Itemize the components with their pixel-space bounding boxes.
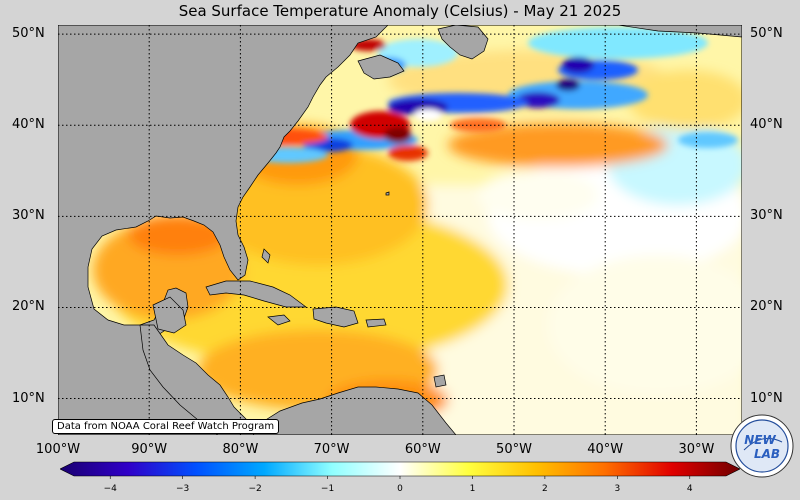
latitude-tick-label-right: 30°N — [750, 208, 783, 224]
puerto-rico — [365, 318, 387, 328]
latitude-tick-label-left: 30°N — [12, 208, 45, 224]
colorbar-tick-label: −2 — [248, 484, 262, 494]
latitude-tick-label-right: 10°N — [750, 390, 783, 406]
anomaly-cold-band — [238, 27, 738, 163]
latitude-tick-label-left: 40°N — [12, 117, 45, 133]
bahamas — [261, 248, 271, 264]
logo-text-bottom: LAB — [754, 447, 780, 461]
bermuda — [385, 191, 390, 196]
longitude-tick-label: 30°W — [678, 442, 715, 457]
yucatan — [152, 296, 187, 334]
central-america — [139, 324, 264, 435]
newlab-logo: NEW LAB — [730, 414, 794, 478]
longitude-tick-label: 80°W — [222, 442, 259, 457]
colorbar-gradient — [60, 461, 740, 477]
newfoundland — [437, 25, 489, 60]
longitude-tick-label: 60°W — [404, 442, 441, 457]
latitude-tick-label-right: 20°N — [750, 299, 783, 315]
longitude-tick-label: 100°W — [35, 442, 81, 457]
graticule — [58, 25, 742, 435]
map-title: Sea Surface Temperature Anomaly (Celsius… — [178, 2, 622, 20]
latitude-tick-label-left: 10°N — [12, 390, 45, 406]
longitude-tick-label: 40°W — [587, 442, 624, 457]
longitude-tick-label: 50°W — [496, 442, 532, 457]
colorbar-tick-label: 1 — [469, 484, 476, 494]
south-america — [252, 386, 457, 435]
colorbar-tick-label: 0 — [397, 484, 403, 494]
latitude-tick-label-left: 20°N — [12, 299, 45, 315]
latitude-tick-label-left: 50°N — [12, 26, 45, 42]
trinidad — [433, 374, 447, 388]
cuba — [205, 280, 308, 308]
colorbar-tick-label: −4 — [103, 484, 117, 494]
colorbar — [60, 461, 740, 479]
latitude-tick-label-right: 50°N — [750, 26, 783, 42]
land-masses — [58, 25, 742, 435]
latitude-tick-label-right: 40°N — [750, 117, 783, 133]
jamaica — [267, 314, 291, 326]
longitude-tick-label: 70°W — [313, 442, 350, 457]
sst-anomaly-map — [58, 25, 742, 435]
nova-scotia — [357, 54, 405, 80]
colorbar-tick-label: −3 — [176, 484, 190, 494]
longitude-tick-label: 90°W — [131, 442, 168, 457]
data-credit-label: Data from NOAA Coral Reef Watch Program — [52, 419, 280, 434]
colorbar-tick-label: 4 — [686, 484, 693, 494]
colorbar-tick-label: 2 — [542, 484, 548, 494]
colorbar-tick-label: −1 — [320, 484, 335, 494]
colorbar-tick-label: 3 — [614, 484, 621, 494]
logo-text-top: NEW — [744, 433, 776, 447]
